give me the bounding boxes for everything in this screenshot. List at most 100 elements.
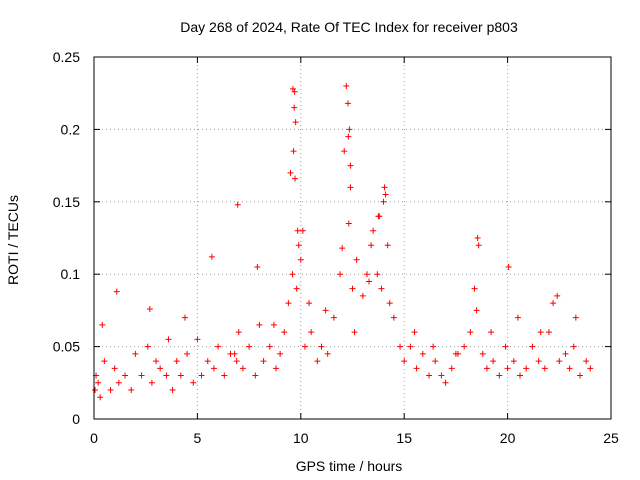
data-point	[148, 379, 155, 386]
data-point	[115, 379, 122, 386]
data-point	[308, 329, 315, 336]
data-point	[163, 372, 170, 379]
data-point	[407, 343, 414, 350]
data-point	[550, 300, 557, 307]
data-point	[471, 285, 478, 292]
plot-frame	[93, 56, 612, 420]
x-tick-label: 10	[293, 430, 309, 446]
data-point	[505, 263, 512, 270]
grid-lines	[94, 57, 611, 419]
data-point	[430, 343, 437, 350]
data-point	[510, 358, 517, 365]
data-point	[378, 285, 385, 292]
data-point	[386, 300, 393, 307]
data-point	[473, 307, 480, 314]
data-point	[111, 365, 118, 372]
data-point	[337, 271, 344, 278]
data-point	[359, 292, 366, 299]
data-point	[345, 133, 352, 140]
data-point	[254, 263, 261, 270]
data-point	[504, 365, 511, 372]
y-axis-label: ROTI / TECUs	[5, 195, 21, 285]
data-point	[390, 314, 397, 321]
data-point	[426, 372, 433, 379]
data-point	[256, 321, 263, 328]
data-point	[314, 358, 321, 365]
data-point	[146, 305, 153, 312]
data-point	[397, 343, 404, 350]
data-point	[204, 358, 211, 365]
data-point	[583, 358, 590, 365]
data-point	[514, 314, 521, 321]
data-point	[113, 288, 120, 295]
data-point	[95, 379, 102, 386]
y-tick-label: 0.15	[53, 194, 80, 210]
data-point	[169, 387, 176, 394]
data-point	[413, 365, 420, 372]
data-point	[173, 358, 180, 365]
data-point	[144, 343, 151, 350]
data-point	[572, 314, 579, 321]
x-tick-label: 0	[90, 430, 98, 446]
data-point	[231, 350, 238, 357]
data-point	[438, 372, 445, 379]
y-tick-label: 0	[72, 411, 80, 427]
data-point	[246, 343, 253, 350]
y-tick-label: 0.2	[61, 121, 81, 137]
data-point	[324, 350, 331, 357]
data-point	[107, 387, 114, 394]
data-point	[138, 372, 145, 379]
data-point	[194, 336, 201, 343]
axis-ticks: 0 5 10 15 20 25 0 0.05 0.1 0.15 0.2 0.25	[53, 49, 619, 446]
data-point	[266, 343, 273, 350]
data-point	[132, 350, 139, 357]
data-point	[97, 394, 104, 401]
data-point	[375, 213, 382, 220]
data-points	[92, 82, 594, 401]
data-point	[347, 162, 354, 169]
data-point	[479, 350, 486, 357]
data-point	[448, 365, 455, 372]
data-point	[233, 358, 240, 365]
data-point	[215, 343, 222, 350]
data-point	[382, 191, 389, 198]
data-point	[198, 372, 205, 379]
data-point	[345, 220, 352, 227]
data-point	[535, 358, 542, 365]
data-point	[496, 372, 503, 379]
data-point	[570, 343, 577, 350]
data-point	[270, 321, 277, 328]
data-point	[290, 148, 297, 155]
data-point	[442, 379, 449, 386]
data-point	[153, 358, 160, 365]
data-point	[285, 300, 292, 307]
data-point	[289, 85, 296, 92]
chart-title: Day 268 of 2024, Rate Of TEC Index for r…	[180, 19, 518, 35]
data-point	[461, 343, 468, 350]
data-point	[299, 227, 306, 234]
data-point	[411, 329, 418, 336]
data-point	[287, 169, 294, 176]
data-point	[92, 387, 99, 394]
data-point	[475, 242, 482, 249]
data-point	[401, 358, 408, 365]
x-tick-label: 20	[500, 430, 516, 446]
data-point	[381, 184, 388, 191]
data-point	[467, 329, 474, 336]
data-point	[294, 227, 301, 234]
data-point	[554, 292, 561, 299]
data-point	[99, 321, 106, 328]
data-point	[128, 387, 135, 394]
data-point	[384, 242, 391, 249]
data-point	[239, 365, 246, 372]
data-point	[351, 329, 358, 336]
data-point	[537, 329, 544, 336]
data-point	[208, 253, 215, 260]
data-point	[318, 343, 325, 350]
data-point	[349, 285, 356, 292]
data-point	[295, 242, 302, 249]
data-point	[165, 336, 172, 343]
data-point	[277, 350, 284, 357]
data-point	[292, 119, 299, 126]
